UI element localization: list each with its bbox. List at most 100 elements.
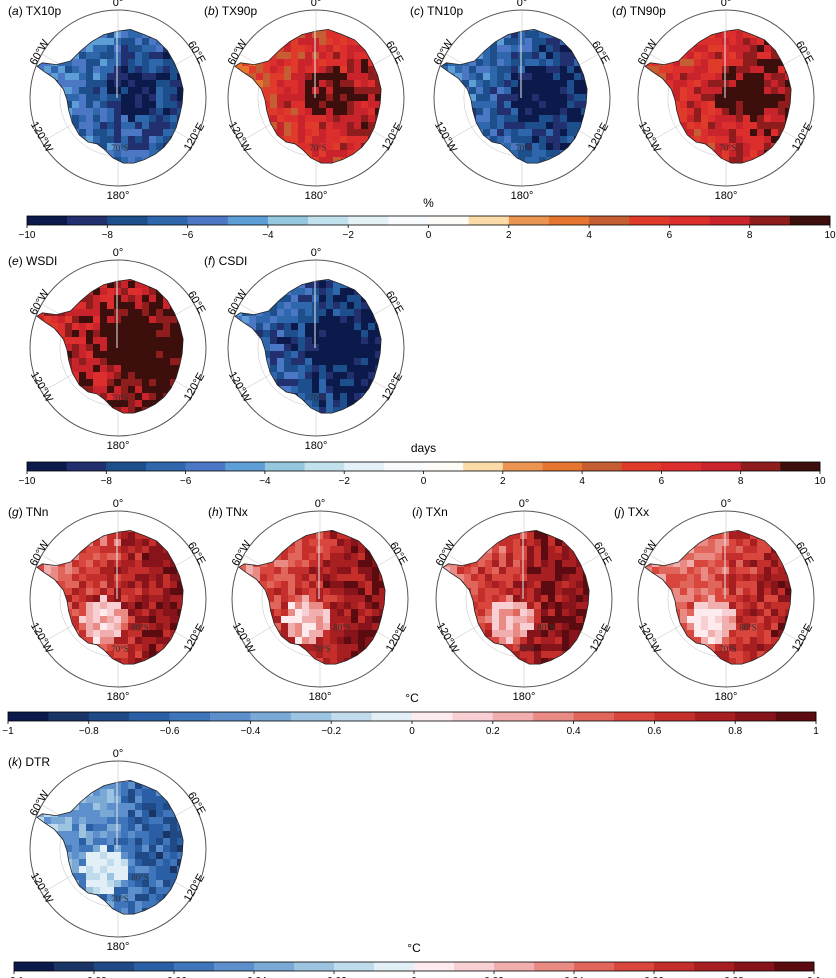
colorbar-swatch bbox=[388, 216, 429, 225]
lon-label: 180° bbox=[107, 440, 130, 452]
lon-label: 0° bbox=[311, 247, 322, 259]
colorbar-swatch bbox=[735, 712, 776, 721]
lon-label: 0° bbox=[721, 0, 732, 9]
lon-label: 0° bbox=[517, 0, 528, 9]
colorbar-2: −10 −8 −6 −4 −2 0 2 4 6 8 10 days bbox=[19, 441, 826, 487]
lat-label: 70°S bbox=[111, 393, 129, 403]
colorbar-3: −1 −0.8 −0.6 −0.4 −0.2 0 0.2 0.4 0.6 0.8 1 °C bbox=[2, 691, 819, 737]
lon-label: 60°W bbox=[28, 538, 52, 568]
lat-label: 80°S bbox=[537, 623, 555, 633]
colorbar-tick-label: −0.4 bbox=[241, 726, 261, 737]
lon-label: 180° bbox=[305, 440, 328, 452]
colorbar-tick-label: −6 bbox=[180, 476, 192, 487]
colorbar-swatch bbox=[542, 462, 583, 471]
panel-title: (f) CSDI bbox=[204, 254, 247, 268]
continent-coastline bbox=[440, 28, 588, 164]
map-boundary-circle bbox=[29, 259, 207, 437]
colorbar-tick-label: 10 bbox=[814, 476, 826, 487]
panel-title: (e) WSDI bbox=[8, 254, 57, 268]
map-field-tx10p bbox=[37, 29, 184, 164]
colorbar-swatch bbox=[134, 962, 175, 971]
lat-label: 70°S bbox=[309, 143, 327, 153]
colorbar-tick-label: 2 bbox=[500, 476, 506, 487]
colorbar-swatch bbox=[533, 712, 574, 721]
colorbar-swatch bbox=[210, 712, 251, 721]
map-field-wsdi bbox=[37, 279, 184, 414]
panel-title: (i) TXn bbox=[412, 505, 448, 519]
colorbar-swatch bbox=[383, 462, 424, 471]
lon-label: 180° bbox=[107, 691, 130, 703]
colorbar-swatch bbox=[48, 712, 90, 721]
colorbar-swatch bbox=[374, 962, 415, 971]
colorbar-swatch bbox=[129, 712, 170, 721]
lon-label: 120°W bbox=[28, 120, 55, 155]
colorbar-tick-label: −0.2 bbox=[321, 726, 341, 737]
lon-label: 60°E bbox=[793, 540, 815, 567]
lon-label: 0° bbox=[113, 0, 124, 9]
lon-label: 120°W bbox=[28, 370, 55, 405]
colorbar-swatch bbox=[344, 462, 385, 471]
lon-label: 120°W bbox=[230, 621, 257, 656]
lon-label: 60°W bbox=[28, 287, 52, 317]
lat-label: 80°S bbox=[131, 623, 149, 633]
colorbar-swatch bbox=[701, 462, 741, 471]
panel-title: (j) TXx bbox=[614, 505, 649, 519]
colorbar-swatch bbox=[454, 962, 495, 971]
map-boundary-circle bbox=[435, 510, 613, 688]
lon-label: 60°W bbox=[226, 37, 250, 67]
colorbar-tick-label: −0.02 bbox=[321, 976, 347, 978]
colorbar-tick-label: −0.08 bbox=[81, 976, 107, 978]
colorbar-swatch bbox=[88, 712, 130, 721]
colorbar-tick-label: −0.04 bbox=[241, 976, 267, 978]
colorbar-swatch bbox=[789, 216, 831, 225]
colorbar-tick-label: 0.08 bbox=[724, 976, 744, 978]
colorbar-swatch bbox=[508, 216, 550, 225]
colorbar-tick-label: 10 bbox=[824, 230, 836, 241]
colorbar-swatch bbox=[371, 712, 413, 721]
panel-title: (c) TN10p bbox=[410, 4, 463, 18]
lon-label: 180° bbox=[511, 190, 534, 202]
lon-label: 60°W bbox=[636, 37, 660, 67]
colorbar-swatch bbox=[187, 216, 229, 225]
colorbar-swatch bbox=[54, 962, 95, 971]
panel-title: (h) TNx bbox=[208, 505, 248, 519]
lon-label: 120°W bbox=[28, 871, 55, 906]
colorbar-swatch bbox=[27, 462, 67, 471]
colorbar-tick-label: 2 bbox=[506, 230, 512, 241]
colorbar-swatch bbox=[734, 962, 775, 971]
colorbar-tick-label: 4 bbox=[586, 230, 592, 241]
lon-label: 120°W bbox=[432, 120, 459, 155]
colorbar-swatch bbox=[348, 216, 389, 225]
map-field-tx90p bbox=[235, 29, 382, 164]
colorbar-tick-label: 8 bbox=[738, 476, 744, 487]
lon-label: 0° bbox=[311, 0, 322, 9]
map-field-tn90p bbox=[645, 29, 792, 164]
colorbar-tick-label: 0 bbox=[411, 976, 417, 978]
lon-label: 60°E bbox=[185, 39, 207, 66]
colorbar-swatch bbox=[740, 462, 781, 471]
panel-title: (d) TN90p bbox=[612, 4, 666, 18]
colorbar-tick-label: −4 bbox=[262, 230, 274, 241]
colorbar-tick-label: 4 bbox=[579, 476, 585, 487]
colorbar-swatch bbox=[169, 712, 211, 721]
lon-label: 60°E bbox=[383, 39, 405, 66]
colorbar-tick-label: 0.1 bbox=[807, 976, 821, 978]
colorbar-tick-label: 0 bbox=[421, 476, 427, 487]
colorbar-swatch bbox=[250, 712, 292, 721]
colorbar-tick-label: −10 bbox=[19, 230, 36, 241]
colorbar-swatch bbox=[214, 962, 255, 971]
panel-title: (k) DTR bbox=[8, 755, 50, 769]
lon-label: 120°W bbox=[434, 621, 461, 656]
lon-label: 0° bbox=[113, 247, 124, 259]
colorbar-unit: days bbox=[411, 441, 436, 455]
lat-label: 70°S bbox=[719, 143, 737, 153]
